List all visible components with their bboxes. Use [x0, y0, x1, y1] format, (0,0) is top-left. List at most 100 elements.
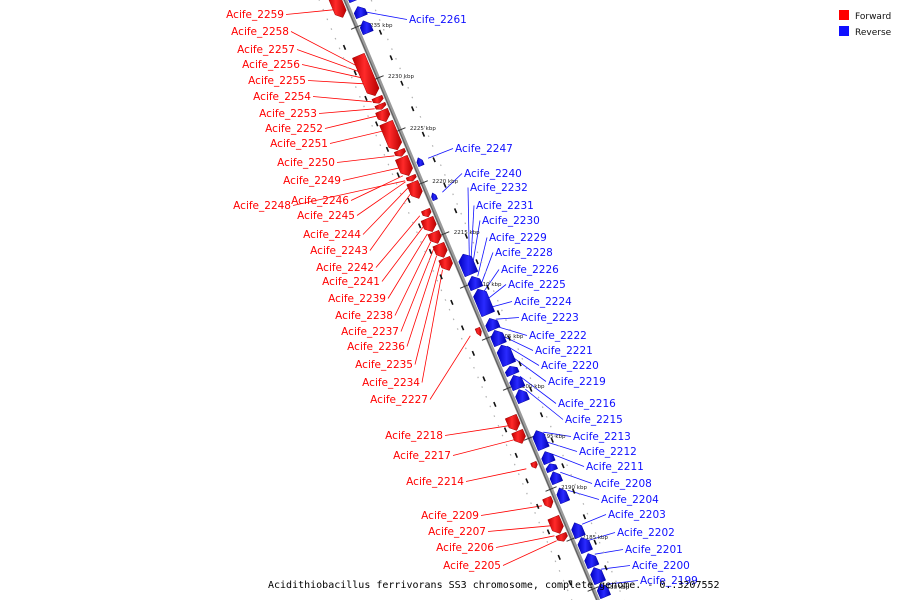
forward-gene-block — [420, 215, 437, 233]
forward-gene-label: Acife_2205 — [443, 560, 501, 572]
reverse-gene-block — [359, 20, 374, 36]
tick-label: 2215 kbp — [454, 230, 480, 236]
reverse-gene-block — [431, 192, 438, 202]
reverse-dash-mark — [496, 310, 501, 316]
tick-marks: 2235 kbp 2230 kbp 2225 kbp 2220 kbp 2215 kbp… — [342, 23, 630, 592]
reverse-dash-mark — [582, 514, 587, 520]
label-leader-line — [467, 187, 470, 257]
forward-dash-mark — [493, 401, 497, 407]
reverse-gene-block — [348, 0, 358, 4]
forward-dash-mark — [375, 121, 379, 127]
reverse-gene-block — [596, 583, 612, 600]
forward-gene-block — [352, 52, 380, 97]
forward-gene-block — [542, 495, 554, 509]
forward-gene-label: Acife_2251 — [270, 138, 328, 150]
forward-gene-block — [379, 119, 403, 151]
reverse-dash-mark — [571, 488, 576, 494]
reverse-gene-label: Acife_2230 — [482, 215, 540, 227]
label-leader-line — [387, 233, 428, 299]
tick-mark — [587, 586, 599, 592]
reverse-gene-block — [504, 366, 520, 378]
forward-gene-label: Acife_2248 — [233, 200, 291, 212]
label-leader-line — [381, 225, 425, 282]
forward-dash-mark — [396, 172, 400, 178]
tick-label: 2220 kbp — [432, 179, 458, 185]
label-leader-line — [292, 180, 406, 206]
forward-gene-block — [328, 0, 347, 18]
dotted-guide-reverse — [370, 0, 625, 600]
label-leader-line — [495, 535, 555, 548]
forward-gene-label: Acife_2250 — [277, 157, 335, 169]
forward-dash-mark — [557, 554, 561, 560]
label-leader-line — [406, 255, 437, 347]
tick-label: 2190 kbp — [561, 485, 587, 491]
label-leader-line — [543, 431, 572, 437]
label-leader-line — [511, 355, 547, 382]
reverse-gene-label: Acife_2220 — [541, 360, 599, 372]
reverse-dash-mark — [561, 463, 565, 469]
label-leader-line — [350, 175, 404, 201]
forward-gene-block — [393, 147, 406, 157]
legend-forward-swatch — [839, 10, 849, 20]
forward-gene-label: Acife_2206 — [436, 542, 494, 554]
reverse-gene-label: Acife_2213 — [573, 431, 631, 443]
reverse-gene-label: Acife_2231 — [476, 200, 534, 212]
reverse-gene-block — [515, 389, 530, 405]
label-leader-line — [525, 388, 564, 420]
reverse-gene-block — [590, 567, 607, 586]
label-leader-line — [567, 489, 600, 500]
label-leader-line — [366, 11, 408, 20]
reverse-gene-block — [571, 522, 586, 540]
gene-labels: Acife_2259 Acife_2258 Acife_2257 Acife_2256… — [226, 9, 698, 587]
forward-gene-block — [374, 101, 387, 110]
forward-gene-block — [406, 179, 423, 199]
label-leader-line — [375, 215, 421, 268]
tick-label: 2225 kbp — [410, 126, 436, 132]
tick-label: 2230 kbp — [388, 74, 414, 80]
forward-gene-block — [432, 241, 448, 258]
reverse-gene-label: Acife_2215 — [565, 414, 623, 426]
forward-gene-label: Acife_2256 — [242, 59, 300, 71]
forward-gene-label: Acife_2257 — [237, 44, 295, 56]
label-leader-line — [301, 64, 362, 79]
reverse-dash-mark — [464, 233, 469, 239]
reverse-gene-block — [584, 553, 600, 570]
reverse-gene-block — [549, 471, 564, 486]
label-leader-line — [394, 241, 432, 316]
reverse-dash-mark — [593, 539, 597, 545]
forward-gene-label: Acife_2244 — [303, 229, 361, 241]
label-leader-line — [581, 514, 607, 525]
forward-gene-label: Acife_2245 — [297, 210, 355, 222]
forward-dash-mark — [428, 248, 433, 254]
forward-dash-mark — [536, 503, 540, 509]
label-leader-lines — [285, 9, 639, 585]
reverse-gene-label: Acife_2226 — [501, 264, 559, 276]
label-leader-line — [285, 9, 334, 15]
reverse-gene-label: Acife_2229 — [489, 232, 547, 244]
forward-gene-block — [371, 94, 384, 104]
reverse-gene-label: Acife_2201 — [625, 544, 683, 556]
label-leader-line — [594, 549, 624, 555]
label-leader-line — [502, 540, 557, 566]
label-leader-line — [400, 248, 435, 332]
forward-gene-block — [474, 326, 482, 337]
label-leader-line — [444, 425, 509, 436]
reverse-gene-block — [545, 463, 559, 474]
label-leader-line — [362, 187, 409, 235]
label-leader-line — [307, 80, 365, 85]
reverse-gene-label: Acife_2211 — [586, 461, 644, 473]
label-leader-line — [547, 441, 578, 452]
map-caption: Acidithiobacillus ferrivorans SS3 chromo… — [268, 580, 720, 591]
reverse-gene-label: Acife_2202 — [617, 527, 675, 539]
tick-label: 2210 kbp — [476, 282, 502, 288]
forward-dash-mark — [460, 325, 465, 331]
forward-gene-label: Acife_2243 — [310, 245, 368, 257]
forward-gene-label: Acife_2253 — [259, 108, 317, 120]
reverse-gene-label: Acife_2203 — [608, 509, 666, 521]
forward-gene-label: Acife_2259 — [226, 9, 284, 21]
tick-label: 2185 kbp — [582, 535, 608, 541]
label-leader-line — [369, 193, 411, 251]
tick-mark — [545, 486, 557, 492]
reverse-gene-label: Acife_2225 — [508, 279, 566, 291]
forward-dash-mark — [546, 529, 551, 535]
